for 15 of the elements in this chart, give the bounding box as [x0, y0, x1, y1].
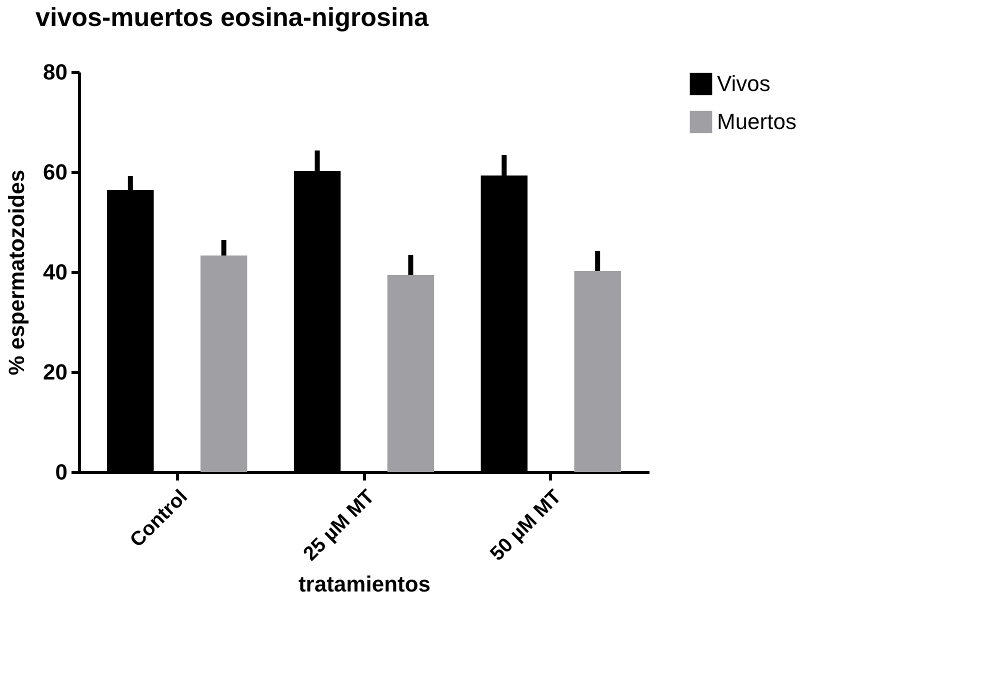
y-axis-title: % espermatozoides: [4, 170, 30, 376]
y-tick-label: 80: [43, 60, 68, 84]
y-tick-label: 20: [43, 360, 68, 384]
legend-label: Muertos: [717, 109, 796, 134]
y-tick-label: 40: [43, 260, 68, 284]
y-tick-label: 60: [43, 160, 68, 184]
bar: [574, 271, 621, 472]
bar: [200, 256, 248, 472]
legend-label: Vivos: [717, 71, 770, 96]
x-tick-label: 25 µM MT: [299, 486, 379, 566]
x-tick-label: 50 µM MT: [486, 486, 566, 566]
x-axis-title: tratamientos: [298, 572, 431, 597]
chart-title: vivos-muertos eosina-nigrosina: [36, 2, 430, 32]
bar: [387, 275, 434, 472]
y-tick-label: 0: [55, 460, 68, 484]
